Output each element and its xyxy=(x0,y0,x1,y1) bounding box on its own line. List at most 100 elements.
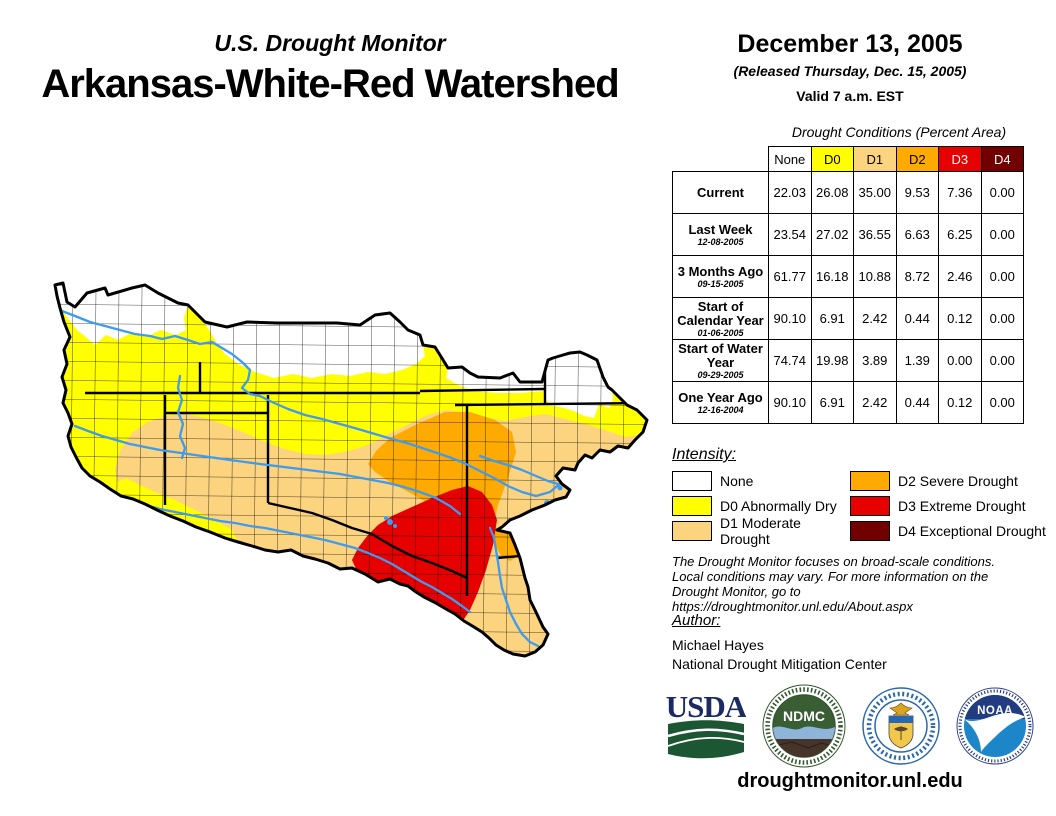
watershed-drought-map xyxy=(53,281,649,658)
value-cell: 8.72 xyxy=(895,255,939,298)
row-label: Current xyxy=(672,171,769,214)
value-cell: 22.03 xyxy=(768,171,812,214)
value-cell: 6.25 xyxy=(938,213,982,256)
row-label: Start of Water Year 09-29-2005 xyxy=(672,339,769,382)
value-cell: 26.08 xyxy=(810,171,854,214)
ndmc-logo-icon: NDMC xyxy=(762,684,846,768)
row-date: 09-29-2005 xyxy=(697,369,744,380)
value-cell: 2.42 xyxy=(853,381,897,424)
value-cell: 19.98 xyxy=(810,339,854,382)
table-row: Start of Calendar Year 01-06-2005 90.10 6.9… xyxy=(672,297,1024,340)
value-cell: 10.88 xyxy=(853,255,897,298)
legend-swatch xyxy=(850,470,890,491)
value-cell: 90.10 xyxy=(768,297,812,340)
row-date: 12-08-2005 xyxy=(697,236,744,247)
value-cell: 6.91 xyxy=(810,297,854,340)
value-cell: 74.74 xyxy=(768,339,812,382)
noaa-wordmark: NOAA xyxy=(977,705,1013,717)
valid-time: Valid 7 a.m. EST xyxy=(796,88,904,104)
row-date: 01-06-2005 xyxy=(697,327,744,338)
table-row: Last Week 12-08-2005 23.54 27.02 36.55 6.63 6.… xyxy=(672,213,1024,256)
author-org: National Drought Mitigation Center xyxy=(672,656,887,672)
value-cell: 36.55 xyxy=(853,213,897,256)
value-cell: 0.44 xyxy=(895,381,939,424)
value-cell: 0.00 xyxy=(980,381,1024,424)
table-row: Current 22.03 26.08 35.00 9.53 7.36 0.00 xyxy=(672,171,1024,214)
row-date: 12-16-2004 xyxy=(697,404,744,415)
value-cell: 0.00 xyxy=(980,339,1024,382)
value-cell: 3.89 xyxy=(853,339,897,382)
disclaimer: The Drought Monitor focuses on broad-sca… xyxy=(672,554,1042,614)
value-cell: 16.18 xyxy=(810,255,854,298)
legend-swatch xyxy=(672,470,712,491)
table-row: 3 Months Ago 09-15-2005 61.77 16.18 10.88 8.7… xyxy=(672,255,1024,298)
value-cell: 0.44 xyxy=(895,297,939,340)
column-header-d2: D2 xyxy=(895,146,939,172)
column-header-none: None xyxy=(768,146,812,172)
legend-label: D2 Severe Drought xyxy=(898,472,1018,489)
value-cell: 6.91 xyxy=(810,381,854,424)
ndmc-wordmark: NDMC xyxy=(783,708,825,724)
column-header-d3: D3 xyxy=(938,146,982,172)
legend: None D0 Abnormally Dry D1 Moderate Drought… xyxy=(672,468,1046,547)
column-header-d1: D1 xyxy=(853,146,897,172)
legend-swatch xyxy=(672,495,712,516)
usda-logo-icon: USDA xyxy=(666,690,746,759)
map-date: December 13, 2005 xyxy=(737,30,963,58)
row-label: Start of Calendar Year 01-06-2005 xyxy=(672,297,769,340)
value-cell: 0.00 xyxy=(980,171,1024,214)
value-cell: 7.36 xyxy=(938,171,982,214)
table-caption: Drought Conditions (Percent Area) xyxy=(791,124,1007,140)
value-cell: 6.63 xyxy=(895,213,939,256)
value-cell: 23.54 xyxy=(768,213,812,256)
drought-table-body: Current 22.03 26.08 35.00 9.53 7.36 0.00 Last W… xyxy=(672,171,1024,424)
drought-table: None D0 D1 D2 D3 D4 Current 22.03 26.08 35.00 9.5… xyxy=(672,146,1024,424)
noaa-logo-icon: NOAA xyxy=(956,687,1034,765)
legend-label: None xyxy=(720,472,754,489)
legend-item: D4 Exceptional Drought xyxy=(850,518,1046,543)
row-label: One Year Ago 12-16-2004 xyxy=(672,381,769,424)
value-cell: 2.46 xyxy=(938,255,982,298)
commerce-seal-icon xyxy=(862,687,940,765)
logo-row: USDA NDMC NOAA xyxy=(666,684,1034,768)
site-url: droughtmonitor.unl.edu xyxy=(737,770,963,792)
app-title: U.S. Drought Monitor xyxy=(214,30,446,56)
legend-heading: Intensity: xyxy=(672,446,737,463)
value-cell: 9.53 xyxy=(895,171,939,214)
disclaimer-line: The Drought Monitor focuses on broad-sca… xyxy=(672,554,996,569)
value-cell: 90.10 xyxy=(768,381,812,424)
legend-swatch xyxy=(850,495,890,516)
value-cell: 61.77 xyxy=(768,255,812,298)
legend-swatch xyxy=(850,520,890,541)
table-row: One Year Ago 12-16-2004 90.10 6.91 2.42 0.44 0… xyxy=(672,381,1024,424)
value-cell: 0.00 xyxy=(980,255,1024,298)
legend-label: D3 Extreme Drought xyxy=(898,497,1026,514)
legend-item: None xyxy=(672,468,850,493)
legend-item: D2 Severe Drought xyxy=(850,468,1046,493)
legend-item: D1 Moderate Drought xyxy=(672,515,850,547)
author-heading: Author: xyxy=(672,612,721,629)
value-cell: 0.12 xyxy=(938,381,982,424)
value-cell: 27.02 xyxy=(810,213,854,256)
value-cell: 0.00 xyxy=(938,339,982,382)
value-cell: 35.00 xyxy=(853,171,897,214)
row-label: Last Week 12-08-2005 xyxy=(672,213,769,256)
value-cell: 0.12 xyxy=(938,297,982,340)
drought-table-head: None D0 D1 D2 D3 D4 xyxy=(673,146,1024,172)
state-borders xyxy=(85,357,643,596)
released-date: (Released Thursday, Dec. 15, 2005) xyxy=(733,63,967,79)
legend-item: D0 Abnormally Dry xyxy=(672,493,850,518)
legend-label: D1 Moderate Drought xyxy=(720,514,801,547)
row-date: 09-15-2005 xyxy=(697,278,744,289)
value-cell: 0.00 xyxy=(980,213,1024,256)
disclaimer-line: Local conditions may vary. For more info… xyxy=(672,569,989,584)
legend-item: D3 Extreme Drought xyxy=(850,493,1046,518)
watershed-outline xyxy=(53,281,649,658)
table-corner xyxy=(673,147,769,172)
column-header-d4: D4 xyxy=(980,146,1024,172)
author-name: Michael Hayes xyxy=(672,637,764,653)
legend-label: D0 Abnormally Dry xyxy=(720,497,837,514)
column-header-d0: D0 xyxy=(810,146,854,172)
usda-wordmark: USDA xyxy=(666,690,746,724)
disclaimer-line: Drought Monitor, go to https://droughtmo… xyxy=(672,584,913,614)
